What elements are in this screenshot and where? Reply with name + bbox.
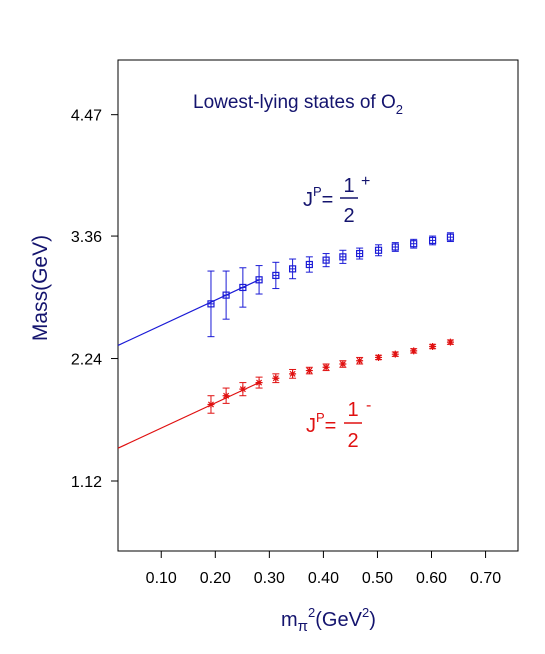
data-point-negative	[222, 387, 230, 404]
data-point-negative	[255, 376, 263, 389]
point-marker	[429, 343, 437, 351]
y-tick-label: 4.47	[71, 108, 102, 125]
x-tick-label: 0.50	[362, 570, 393, 587]
svg-text:1: 1	[347, 399, 358, 421]
data-point-negative	[339, 360, 347, 368]
data-point-negative	[391, 350, 399, 358]
point-marker	[305, 367, 313, 375]
plot-frame	[117, 59, 519, 552]
x-tick-label: 0.10	[146, 570, 177, 587]
y-axis-label: Mass(GeV)	[29, 235, 52, 341]
point-marker	[255, 379, 263, 387]
data-point-negative	[305, 366, 313, 375]
data-point-negative	[446, 338, 454, 346]
chart-title: Lowest-lying states of O2	[193, 92, 403, 117]
data-point-negative	[239, 382, 247, 397]
data-point-positive	[288, 258, 297, 280]
x-axis-ticks: 0.10 0.20 0.30 0.40 0.50 0.60 0.70	[146, 551, 501, 587]
svg-text:JP=: JP=	[306, 410, 336, 437]
data-point-negative	[322, 363, 330, 372]
fit-line-positive	[117, 279, 260, 346]
point-marker	[207, 400, 215, 408]
x-tick-label: 0.70	[470, 570, 501, 587]
data-point-positive	[339, 249, 347, 264]
data-point-positive	[391, 242, 399, 252]
svg-text:-: -	[366, 397, 371, 414]
data-point-positive	[356, 247, 364, 260]
data-point-positive	[305, 256, 313, 273]
point-marker	[239, 385, 247, 393]
legend-label-negative-parity: JP= 1 2 -	[306, 397, 371, 452]
data-point-positive	[207, 270, 215, 338]
data-point-positive	[446, 232, 455, 243]
point-marker	[375, 353, 383, 361]
svg-text:JP=: JP=	[303, 184, 333, 211]
y-tick-label: 1.12	[71, 474, 102, 491]
svg-text:1: 1	[343, 175, 354, 197]
data-point-negative	[207, 395, 215, 414]
x-tick-label: 0.40	[308, 570, 339, 587]
point-marker	[410, 347, 418, 355]
data-point-positive	[322, 253, 330, 268]
data-point-positive	[410, 238, 418, 249]
data-point-positive	[255, 265, 263, 295]
data-points	[207, 232, 455, 414]
legend-label-positive-parity: JP= 1 2 +	[303, 173, 370, 227]
y-axis-ticks: 1.12 2.24 3.36 4.47	[71, 108, 118, 491]
point-marker	[272, 374, 280, 382]
point-marker	[289, 370, 297, 378]
point-marker	[322, 363, 330, 371]
svg-text:2: 2	[347, 430, 358, 452]
data-point-negative	[429, 343, 437, 351]
data-point-negative	[289, 368, 297, 379]
data-point-negative	[375, 353, 383, 361]
x-tick-label: 0.30	[254, 570, 285, 587]
svg-text:2: 2	[343, 205, 354, 227]
data-point-positive	[239, 267, 247, 308]
point-marker	[446, 338, 454, 346]
x-tick-label: 0.20	[200, 570, 231, 587]
data-point-positive	[374, 244, 383, 257]
point-marker	[222, 392, 230, 400]
x-tick-label: 0.60	[416, 570, 447, 587]
fit-line-negative	[117, 382, 260, 449]
data-point-negative	[356, 356, 364, 365]
data-point-positive	[272, 261, 280, 290]
y-tick-label: 3.36	[71, 229, 102, 246]
data-point-positive	[428, 235, 437, 246]
point-marker	[339, 360, 347, 368]
data-point-positive	[222, 270, 230, 320]
svg-text:+: +	[361, 173, 370, 190]
x-axis-label: mπ2(GeV2)	[281, 605, 376, 635]
point-marker	[356, 357, 364, 365]
data-point-negative	[272, 373, 280, 384]
point-marker	[391, 350, 399, 358]
fit-lines	[117, 279, 260, 449]
data-point-negative	[410, 347, 418, 355]
y-tick-label: 2.24	[71, 352, 102, 369]
